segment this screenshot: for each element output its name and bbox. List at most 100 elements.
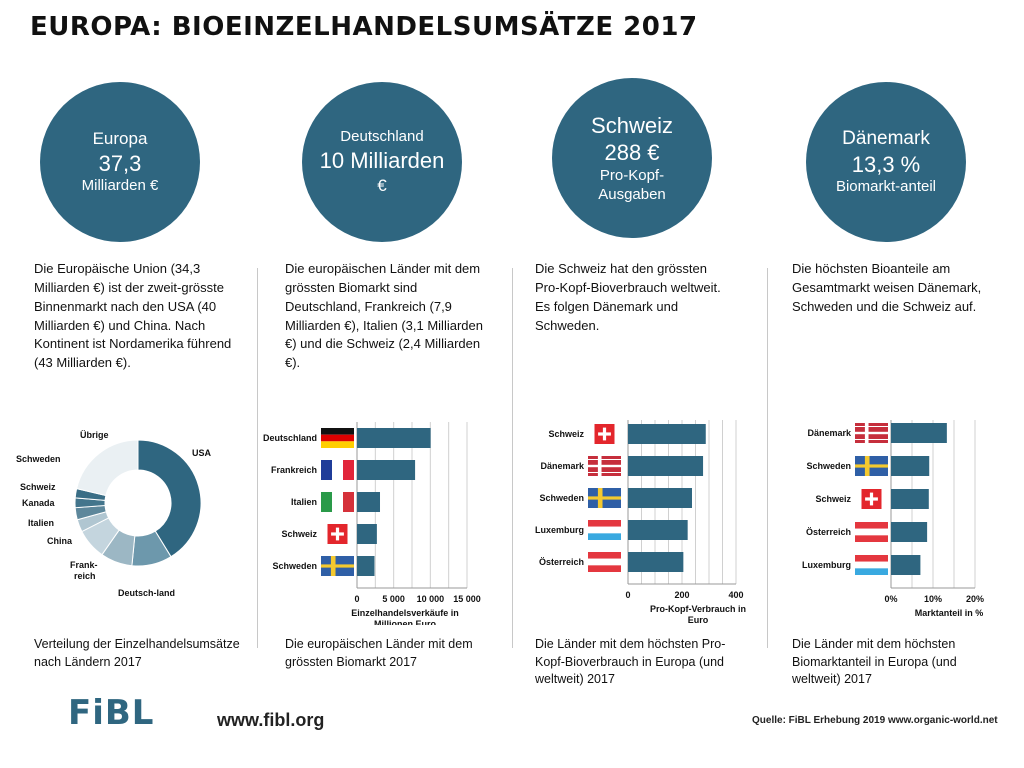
category-label: Dänemark bbox=[807, 428, 852, 438]
axis-label: Euro bbox=[688, 615, 709, 625]
caption-marktanteil: Die Länder mit dem höchsten Biomarktante… bbox=[792, 637, 957, 686]
category-label: Schweiz bbox=[548, 429, 584, 439]
donut-slice bbox=[137, 439, 202, 558]
circle-unit: Pro-Kopf-Ausgaben bbox=[598, 166, 666, 203]
category-label: Schweiz bbox=[815, 494, 851, 504]
column-divider bbox=[257, 268, 258, 648]
category-label: Schweden bbox=[539, 493, 584, 503]
bar-chart-biomarkt: Deutschland Frankreich Italien Schweiz Schwe… bbox=[263, 422, 481, 625]
bar bbox=[628, 520, 688, 540]
tick-label: 0 bbox=[354, 594, 359, 604]
flag-ch-icon bbox=[861, 489, 882, 509]
donut-label: Schweden bbox=[16, 454, 61, 464]
category-label: Schweiz bbox=[281, 529, 317, 539]
flag-dk-icon bbox=[855, 423, 888, 443]
source-note: Quelle: FiBL Erhebung 2019 www.organic-w… bbox=[752, 715, 998, 726]
bar bbox=[357, 492, 381, 512]
flag-ch-icon bbox=[327, 524, 348, 544]
tick-label: 10% bbox=[924, 594, 942, 604]
flag-dk-icon bbox=[588, 456, 621, 476]
bar bbox=[891, 555, 921, 575]
bar bbox=[891, 456, 930, 476]
category-label: Luxemburg bbox=[535, 525, 584, 535]
bar bbox=[891, 489, 929, 509]
flag-lu-icon bbox=[588, 520, 621, 540]
category-label: Österreich bbox=[539, 557, 584, 567]
tick-label: 400 bbox=[728, 590, 743, 600]
category-label: Österreich bbox=[806, 527, 851, 537]
donut-label: USA bbox=[192, 448, 212, 458]
website-link[interactable]: www.fibl.org bbox=[217, 710, 325, 730]
bar bbox=[357, 460, 416, 480]
bar bbox=[357, 428, 431, 448]
column-divider bbox=[767, 268, 768, 648]
tick-label: 200 bbox=[674, 590, 689, 600]
circle-label: Dänemark bbox=[842, 128, 930, 149]
bar bbox=[628, 456, 704, 476]
donut-label: Übrige bbox=[80, 430, 109, 440]
category-label: Deutschland bbox=[263, 433, 317, 443]
category-label: Frankreich bbox=[271, 465, 317, 475]
bar bbox=[357, 556, 375, 576]
circle-schweiz: Schweiz 288 € Pro-Kopf-Ausgaben bbox=[552, 78, 712, 238]
flag-ch-icon bbox=[594, 424, 615, 444]
category-label: Italien bbox=[291, 497, 317, 507]
circle-label: Deutschland bbox=[340, 128, 424, 146]
flag-fr-icon bbox=[321, 460, 354, 480]
paragraph-daenemark: Die höchsten Bioanteile am Gesamtmarkt w… bbox=[792, 261, 982, 314]
donut-label: Frank- bbox=[70, 560, 98, 570]
bar bbox=[891, 522, 928, 542]
paragraph-europa: Die Europäische Union (34,3 Milliarden €… bbox=[34, 261, 232, 371]
circle-value: 10 Milliarden bbox=[319, 148, 445, 173]
tick-label: 0 bbox=[625, 590, 630, 600]
paragraph-deutschland: Die europäischen Länder mit dem grössten… bbox=[285, 261, 483, 371]
circle-label: Schweiz bbox=[591, 112, 673, 138]
donut-slice bbox=[76, 439, 139, 497]
circle-value: 288 € bbox=[604, 140, 660, 166]
donut-label: reich bbox=[74, 571, 96, 581]
tick-label: 15 000 bbox=[453, 594, 481, 604]
donut-label: China bbox=[47, 536, 73, 546]
circle-unit: Biomarkt-anteil bbox=[835, 178, 937, 196]
paragraph-schweiz: Die Schweiz hat den grössten Pro-Kopf-Bi… bbox=[535, 261, 721, 333]
circle-daenemark: Dänemark 13,3 % Biomarkt-anteil bbox=[806, 82, 966, 242]
bar bbox=[628, 488, 692, 508]
circle-unit: Milliarden € bbox=[81, 177, 159, 194]
bar-chart-marktanteil: Dänemark Schweden Schweiz Österreich Luxembu… bbox=[802, 420, 984, 618]
fibl-logo: FiBL bbox=[68, 693, 155, 733]
axis-label: Millionen Euro bbox=[374, 619, 437, 625]
tick-label: 5 000 bbox=[382, 594, 405, 604]
caption-biomarkt: Die europäischen Länder mit dem grössten… bbox=[285, 637, 473, 669]
tick-label: 20% bbox=[966, 594, 984, 604]
circle-value: 37,3 bbox=[98, 150, 142, 176]
tick-label: 0% bbox=[884, 594, 897, 604]
category-label: Dänemark bbox=[540, 461, 585, 471]
bar-chart-pro-kopf: Schweiz Dänemark Schweden Luxemburg Österrei… bbox=[535, 420, 746, 625]
bar bbox=[357, 524, 377, 544]
donut-label: Kanada bbox=[22, 498, 56, 508]
caption-donut: Verteilung der Einzelhandelsumsätze nach… bbox=[34, 637, 240, 669]
column-divider bbox=[512, 268, 513, 648]
category-label: Schweden bbox=[806, 461, 851, 471]
circle-deutschland: Deutschland 10 Milliarden € bbox=[302, 82, 462, 242]
flag-at-icon bbox=[588, 552, 621, 572]
circle-unit: € bbox=[377, 175, 387, 195]
flag-lu-icon bbox=[855, 555, 888, 575]
tick-label: 10 000 bbox=[417, 594, 445, 604]
flag-at-icon bbox=[855, 522, 888, 542]
circle-value: 13,3 % bbox=[851, 151, 921, 177]
flag-se-icon bbox=[855, 456, 888, 476]
donut-label: Italien bbox=[28, 518, 54, 528]
circle-europa: Europa 37,3 Milliarden € bbox=[40, 82, 200, 242]
bar bbox=[891, 423, 947, 443]
donut-label: Schweiz bbox=[20, 482, 56, 492]
bar bbox=[628, 552, 684, 572]
page-title: EUROPA: BIOEINZELHANDELSUMSÄTZE 2017 bbox=[30, 12, 698, 42]
flag-it-icon bbox=[321, 492, 354, 512]
axis-label: Pro-Kopf-Verbrauch in bbox=[650, 604, 746, 614]
caption-pro-kopf: Die Länder mit dem höchsten Pro-Kopf-Bio… bbox=[535, 637, 726, 686]
flag-se-icon bbox=[588, 488, 621, 508]
category-label: Luxemburg bbox=[802, 560, 851, 570]
circle-label: Europa bbox=[92, 129, 148, 149]
donut-chart: USA Deutsch-land Frank-reich China Italien Ka… bbox=[16, 430, 212, 598]
